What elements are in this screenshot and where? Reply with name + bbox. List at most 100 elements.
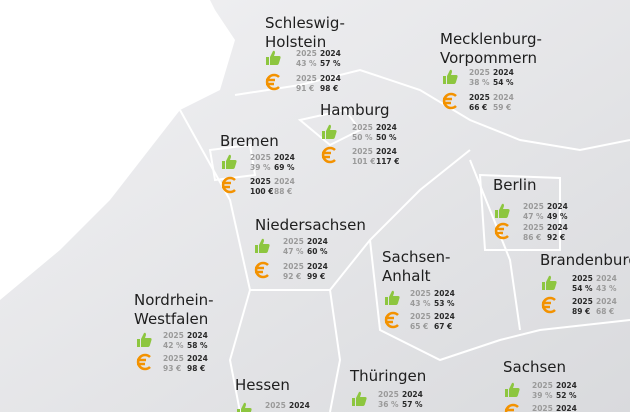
region-name: Berlin (493, 176, 537, 194)
year-label: 2025 (250, 177, 271, 186)
year-label: 2024 (376, 123, 397, 132)
value-label: 39 % (532, 391, 553, 400)
thumb-icon (266, 50, 281, 65)
value-label: 60 % (307, 247, 328, 256)
year-label: 2025 (163, 354, 184, 363)
year-label: 2024 (274, 177, 295, 186)
value-label: 66 € (469, 103, 487, 112)
value-label: 100 € (250, 187, 274, 196)
euro-icon (321, 146, 336, 164)
value-label: 53 % (434, 299, 455, 308)
year-label: 2025 (283, 262, 304, 271)
value-label: 89 € (572, 307, 590, 316)
year-label: 2024 (402, 390, 423, 399)
value-label: 92 € (547, 233, 565, 242)
value-label: 50 % (376, 133, 397, 142)
year-label: 2025 (523, 223, 544, 232)
value-label: 99 € (307, 272, 325, 281)
year-label: 2024 (434, 289, 455, 298)
value-label: 39 % (250, 163, 271, 172)
year-label: 2024 (493, 68, 514, 77)
thumb-icon (255, 238, 270, 253)
region-name: Brandenburg (540, 251, 630, 269)
year-label: 2025 (532, 404, 553, 412)
region-name: Thüringen (349, 367, 426, 385)
year-label: 2025 (352, 123, 373, 132)
year-label: 2024 (556, 404, 577, 412)
region-name: Anhalt (382, 267, 431, 285)
value-label: 91 € (296, 84, 314, 93)
value-label: 43 % (410, 299, 431, 308)
year-label: 2024 (547, 202, 568, 211)
region-name: Hamburg (320, 101, 390, 119)
euro-icon (494, 222, 509, 240)
year-label: 2024 (307, 237, 328, 246)
region-name: Niedersachsen (255, 216, 366, 234)
thumb-icon (385, 290, 400, 305)
value-label: 59 € (493, 103, 511, 112)
year-label: 2025 (163, 331, 184, 340)
borders (179, 68, 630, 412)
value-label: 117 € (376, 157, 400, 166)
region-name: Sachsen (503, 358, 566, 376)
year-label: 2024 (493, 93, 514, 102)
year-label: 2025 (410, 289, 431, 298)
thumb-icon (495, 203, 510, 218)
year-label: 2024 (434, 312, 455, 321)
thumb-icon (542, 275, 557, 290)
year-label: 2024 (320, 49, 341, 58)
value-label: 92 € (283, 272, 301, 281)
region-name: Holstein (265, 33, 326, 51)
value-label: 54 % (493, 78, 514, 87)
euro-icon (541, 296, 556, 314)
year-label: 2024 (187, 331, 208, 340)
thumb-icon (237, 402, 252, 412)
thumb-icon (322, 124, 337, 139)
thumb-icon (222, 154, 237, 169)
value-label: 69 % (274, 163, 295, 172)
year-label: 2025 (523, 202, 544, 211)
year-label: 2024 (320, 74, 341, 83)
region-name: Bremen (220, 132, 279, 150)
value-label: 38 % (469, 78, 490, 87)
region: Hessen 2025 2024 (235, 376, 310, 412)
region-name: Vorpommern (440, 49, 537, 67)
year-label: 2024 (596, 274, 617, 283)
year-label: 2024 (376, 147, 397, 156)
value-label: 43 % (296, 59, 317, 68)
value-label: 57 % (320, 59, 341, 68)
value-label: 54 % (572, 284, 593, 293)
region-name: Sachsen- (382, 248, 450, 266)
value-label: 50 % (352, 133, 373, 142)
value-label: 36 % (378, 400, 399, 409)
year-label: 2025 (469, 68, 490, 77)
region-name: Schleswig- (265, 14, 345, 32)
thumb-icon (443, 69, 458, 84)
thumb-icon (137, 332, 152, 347)
value-label: 88 € (274, 187, 292, 196)
region-name: Mecklenburg- (440, 30, 542, 48)
thumb-icon (352, 391, 367, 406)
thumb-icon (505, 382, 520, 397)
year-label: 2025 (250, 153, 271, 162)
value-label: 98 € (320, 84, 338, 93)
value-label: 93 € (163, 364, 181, 373)
value-label: 86 € (523, 233, 541, 242)
year-label: 2025 (352, 147, 373, 156)
value-label: 67 € (434, 322, 452, 331)
value-label: 57 % (402, 400, 423, 409)
value-label: 98 € (187, 364, 205, 373)
value-label: 52 % (556, 391, 577, 400)
value-label: 49 % (547, 212, 568, 221)
euro-icon (384, 311, 399, 329)
euro-icon (265, 73, 280, 91)
year-label: 2025 (532, 381, 553, 390)
